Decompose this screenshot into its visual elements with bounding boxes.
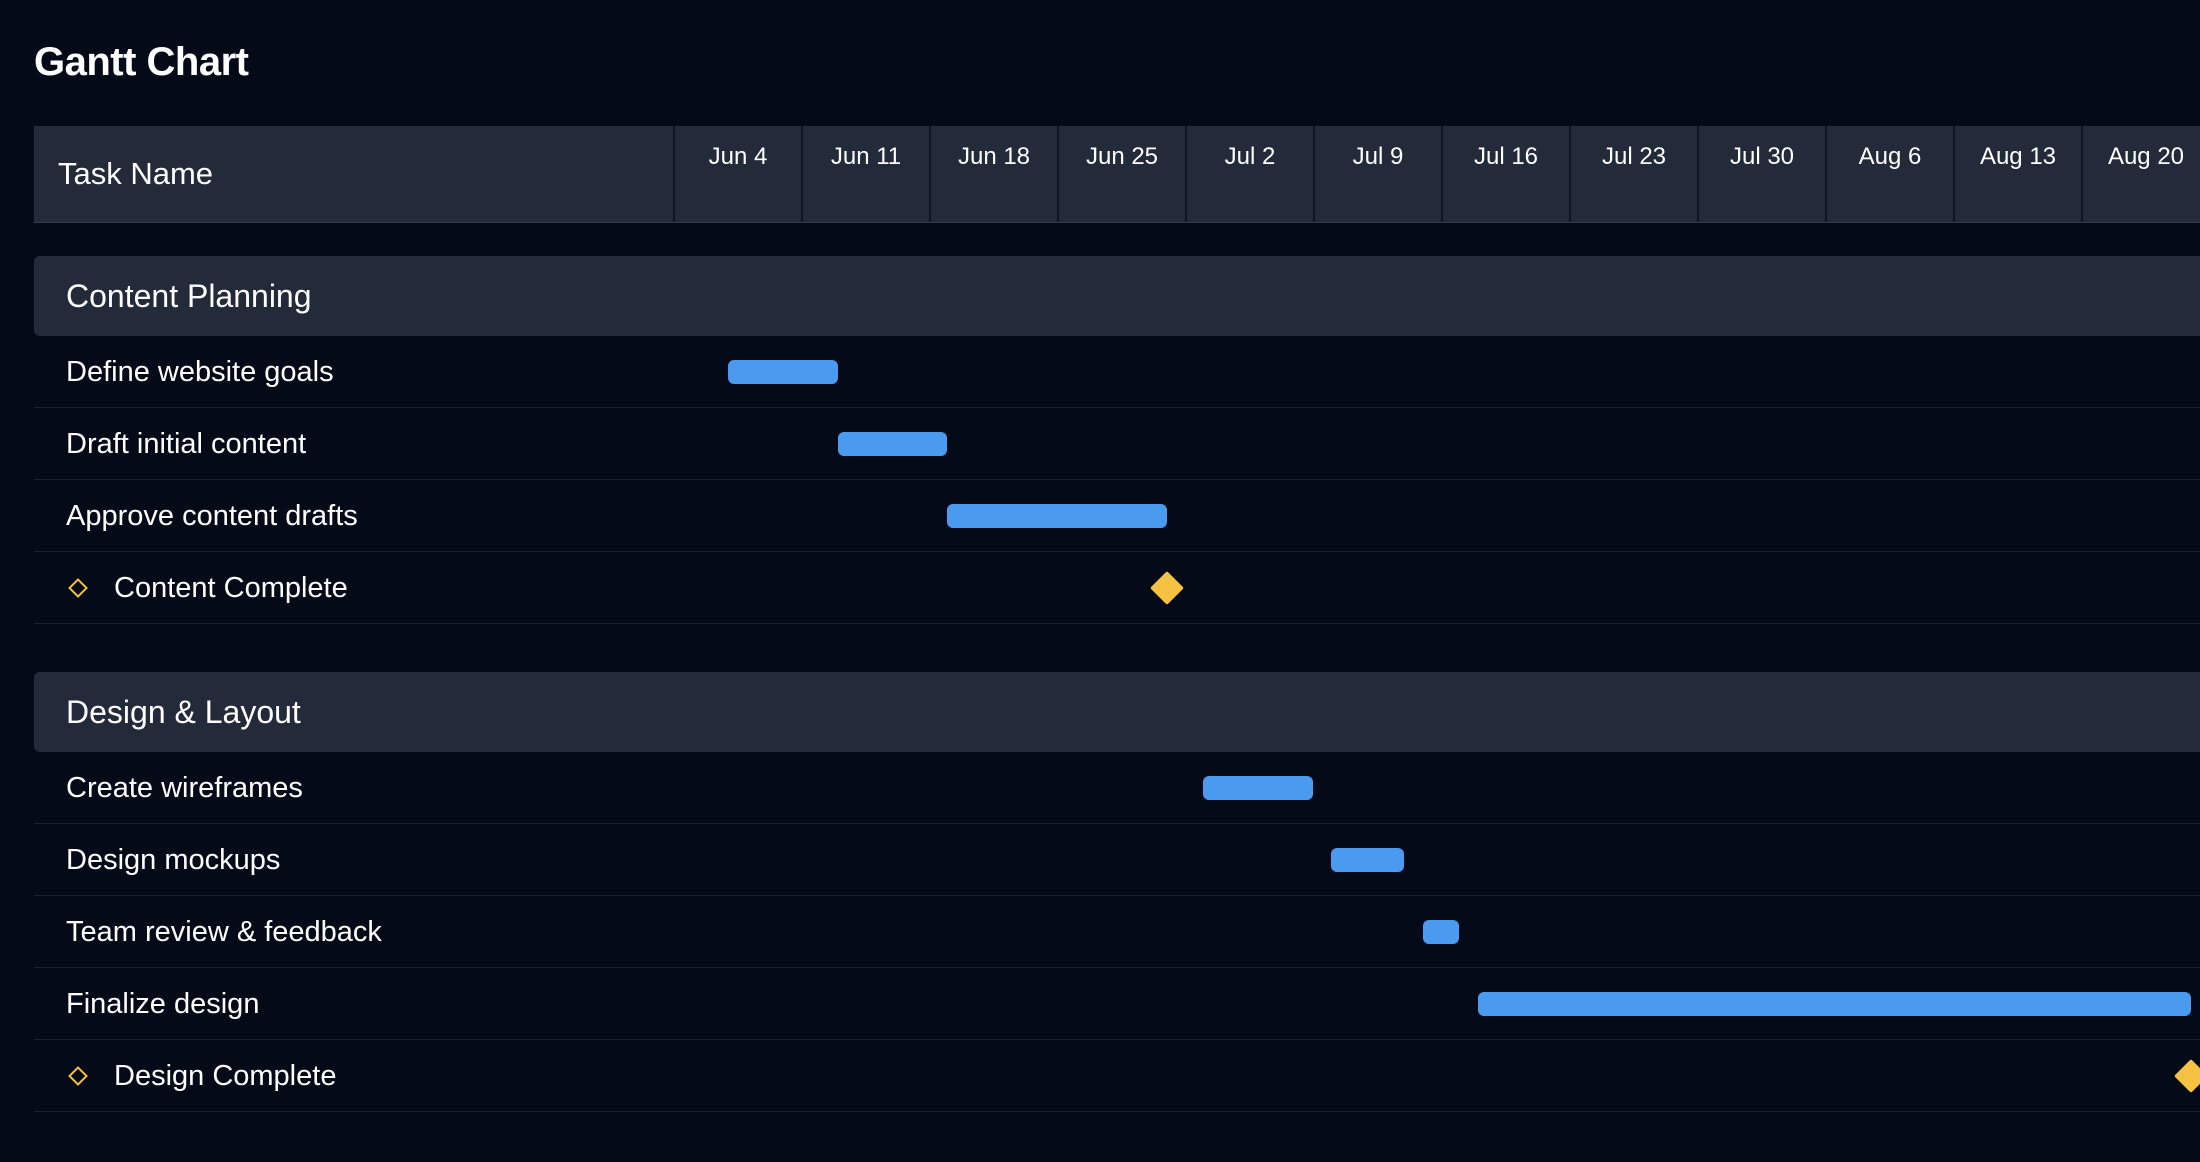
group-label: Design & Layout: [66, 694, 301, 730]
week-column-header: Jul 9: [1313, 126, 1441, 222]
milestone-label: Design Complete: [114, 1060, 337, 1092]
task-bar[interactable]: [1422, 920, 1460, 944]
task-label: Create wireframes: [66, 772, 303, 804]
task-bar[interactable]: [1477, 992, 2191, 1016]
task-label: Team review & feedback: [66, 916, 382, 948]
task-bar[interactable]: [837, 432, 948, 456]
page-title: Gantt Chart: [34, 40, 249, 84]
week-column-header: Jun 4: [673, 126, 801, 222]
week-column-header: Aug 6: [1825, 126, 1953, 222]
task-row[interactable]: Draft initial content: [34, 408, 2200, 480]
task-label: Finalize design: [66, 988, 260, 1020]
group-header[interactable]: Design & Layout: [34, 672, 2200, 752]
task-bar[interactable]: [1203, 776, 1313, 800]
task-bar[interactable]: [947, 504, 1167, 528]
task-label: Approve content drafts: [66, 500, 358, 532]
task-label: Define website goals: [66, 356, 334, 388]
milestone-diamond-icon: [68, 578, 88, 598]
task-bar[interactable]: [727, 360, 838, 384]
task-label: Design mockups: [66, 844, 281, 876]
week-column-header: Jun 18: [929, 126, 1057, 222]
task-name-column-header: Task Name: [58, 156, 214, 191]
task-row[interactable]: Team review & feedback: [34, 896, 2200, 968]
group-header[interactable]: Content Planning: [34, 256, 2200, 336]
week-column-header: Jul 2: [1185, 126, 1313, 222]
milestone-label: Content Complete: [114, 572, 348, 604]
week-column-header: Jul 23: [1569, 126, 1697, 222]
week-column-header: Aug 20: [2081, 126, 2200, 222]
task-row[interactable]: Create wireframes: [34, 752, 2200, 824]
week-column-header: Jun 11: [801, 126, 929, 222]
milestone-diamond-icon: [68, 1066, 88, 1086]
task-row[interactable]: Finalize design: [34, 968, 2200, 1040]
task-row[interactable]: Design mockups: [34, 824, 2200, 896]
task-label: Draft initial content: [66, 428, 307, 460]
group-label: Content Planning: [66, 278, 312, 314]
task-row[interactable]: Approve content drafts: [34, 480, 2200, 552]
week-column-header: Jul 16: [1441, 126, 1569, 222]
week-column-header: Jun 25: [1057, 126, 1185, 222]
milestone-row[interactable]: Content Complete: [34, 552, 2200, 624]
task-bar[interactable]: [1331, 848, 1405, 872]
week-column-header: Jul 30: [1697, 126, 1825, 222]
task-row[interactable]: Define website goals: [34, 336, 2200, 408]
milestone-row[interactable]: Design Complete: [34, 1040, 2200, 1112]
timeline-header: Task Name Jun 4 Jun 11 Jun 18 Jun 25 Jul 2 Ju…: [34, 126, 2200, 223]
week-column-header: Aug 13: [1953, 126, 2081, 222]
